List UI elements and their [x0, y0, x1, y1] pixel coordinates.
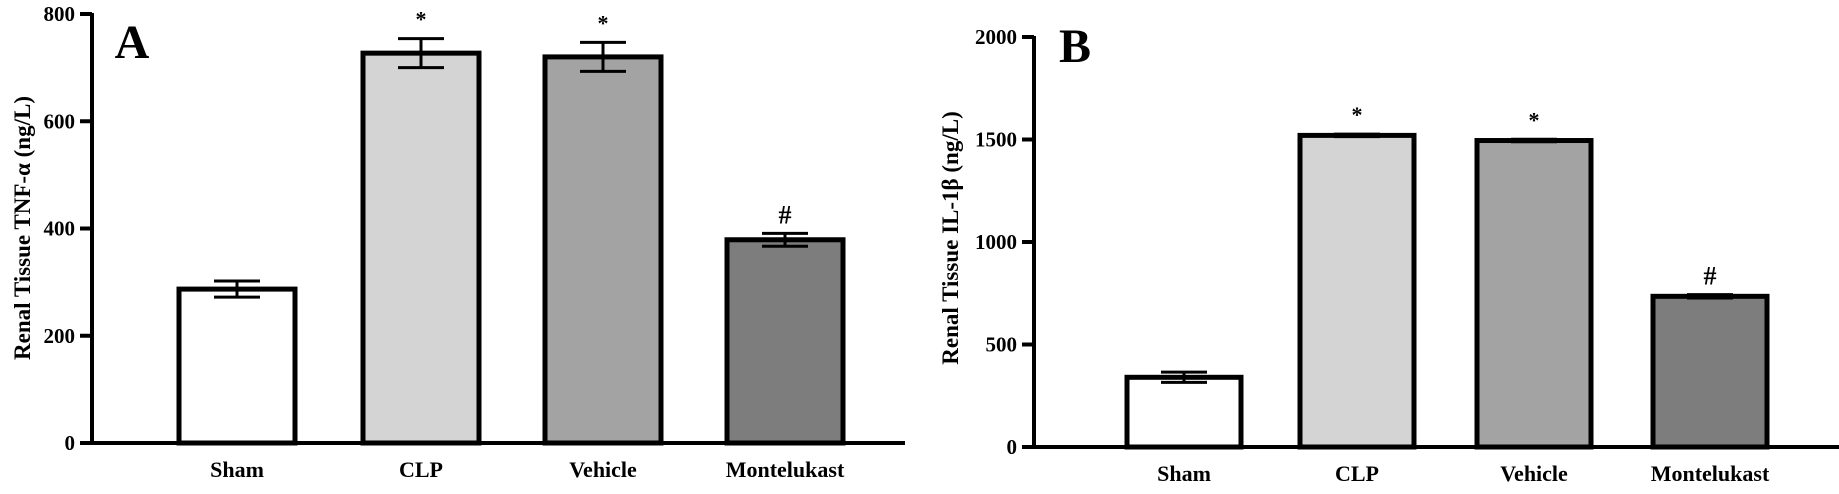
- x-category-label: Vehicle: [1500, 461, 1568, 486]
- bar: [542, 54, 664, 446]
- panel-letter: B: [1059, 20, 1091, 73]
- bar: [1474, 138, 1594, 450]
- y-axis-title: Renal Tissue TNF-α (ng/L): [10, 96, 35, 360]
- x-category-label: Vehicle: [569, 457, 637, 482]
- bar: [360, 50, 482, 446]
- bar: [1124, 374, 1244, 450]
- y-tick-label: 0: [65, 431, 76, 455]
- bar: [1650, 293, 1770, 450]
- panel-a: 0 200 400 600 800 Renal Tissue TNF-α (ng/L) A S…: [10, 2, 905, 482]
- y-tick-label: 2000: [975, 25, 1017, 49]
- significance-marker: #: [779, 200, 792, 229]
- x-category-label: CLP: [399, 457, 443, 482]
- y-tick-label: 500: [986, 333, 1018, 357]
- x-category-label: Sham: [210, 457, 264, 482]
- y-tick-label: 600: [44, 109, 76, 133]
- y-axis-title: Renal Tissue IL-1β (ng/L): [938, 111, 963, 364]
- panel-b: 0 500 1000 1500 2000 Renal Tissue IL-1β (ng/L…: [938, 20, 1839, 486]
- bar: [724, 237, 846, 446]
- x-category-label: Montelukast: [726, 457, 845, 482]
- y-tick-label: 200: [44, 324, 76, 348]
- y-tick-label: 1000: [975, 230, 1017, 254]
- y-tick-label: 400: [44, 217, 76, 241]
- y-tick-label: 1500: [975, 128, 1017, 152]
- significance-marker: *: [416, 7, 427, 32]
- bar: [1297, 132, 1417, 450]
- y-tick-label: 0: [1007, 435, 1018, 459]
- bar: [176, 286, 298, 446]
- significance-marker: *: [1529, 107, 1540, 132]
- x-category-label: Sham: [1157, 461, 1211, 486]
- significance-marker: *: [1352, 102, 1363, 127]
- significance-marker: #: [1704, 262, 1717, 291]
- x-category-label: Montelukast: [1651, 461, 1770, 486]
- panel-letter: A: [115, 16, 150, 69]
- x-category-label: CLP: [1335, 461, 1379, 486]
- significance-marker: *: [598, 10, 609, 35]
- y-tick-label: 800: [44, 2, 76, 26]
